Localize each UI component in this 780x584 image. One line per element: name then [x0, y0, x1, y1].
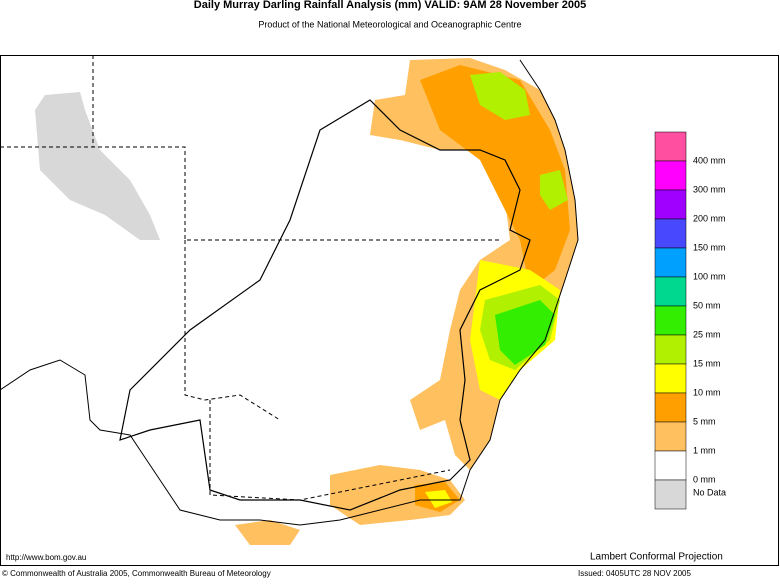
legend-swatch: [654, 479, 687, 510]
legend-swatch: [654, 450, 687, 481]
legend-swatch: [654, 421, 687, 452]
legend-swatch: [654, 392, 687, 423]
legend-swatch: [654, 334, 687, 365]
rain-area: [495, 300, 555, 365]
legend-swatch: [654, 218, 687, 249]
legend-label: 0 mm: [693, 474, 716, 484]
legend-swatch: [654, 189, 687, 220]
legend-swatch: [654, 305, 687, 336]
map-frame: [0, 55, 779, 566]
state-border: [0, 55, 500, 501]
legend-label: 15 mm: [693, 358, 721, 368]
basin-boundary: [119, 99, 531, 511]
title: Daily Murray Darling Rainfall Analysis (…: [194, 0, 586, 11]
rain-area: [540, 170, 568, 210]
legend: 400 mm 300 mm 200 mm 150 mm 100 mm 50 mm 25 mm…: [654, 131, 726, 510]
rain-area: [470, 72, 530, 120]
rain-area: [330, 465, 465, 525]
legend-label: 50 mm: [693, 300, 721, 310]
legend-label: 400 mm: [693, 155, 726, 165]
legend-swatch: [654, 131, 687, 162]
legend-swatch: [654, 160, 687, 191]
legend-label: 200 mm: [693, 213, 726, 223]
issued: Issued: 0405UTC 28 NOV 2005: [578, 569, 692, 578]
url: http://www.bom.gov.au: [6, 553, 86, 562]
rain-area: [235, 520, 300, 545]
legend-swatch: [654, 276, 687, 307]
legend-label: No Data: [693, 487, 726, 497]
rain-area: [425, 490, 452, 508]
projection: Lambert Conformal Projection: [590, 552, 723, 563]
legend-swatch: [654, 247, 687, 278]
map: [0, 55, 579, 545]
rain-area: [420, 65, 570, 290]
legend-label: 150 mm: [693, 242, 726, 252]
no-data-area: [35, 92, 160, 240]
copyright: © Commonwealth of Australia 2005, Common…: [2, 569, 271, 578]
legend-label: 10 mm: [693, 387, 721, 397]
legend-label: 25 mm: [693, 329, 721, 339]
legend-label: 100 mm: [693, 271, 726, 281]
legend-label: 300 mm: [693, 184, 726, 194]
legend-swatch: [654, 363, 687, 394]
subtitle: Product of the National Meteorological a…: [258, 19, 521, 29]
coastline: [0, 59, 579, 526]
legend-label: 5 mm: [693, 416, 716, 426]
legend-label: 1 mm: [693, 445, 716, 455]
